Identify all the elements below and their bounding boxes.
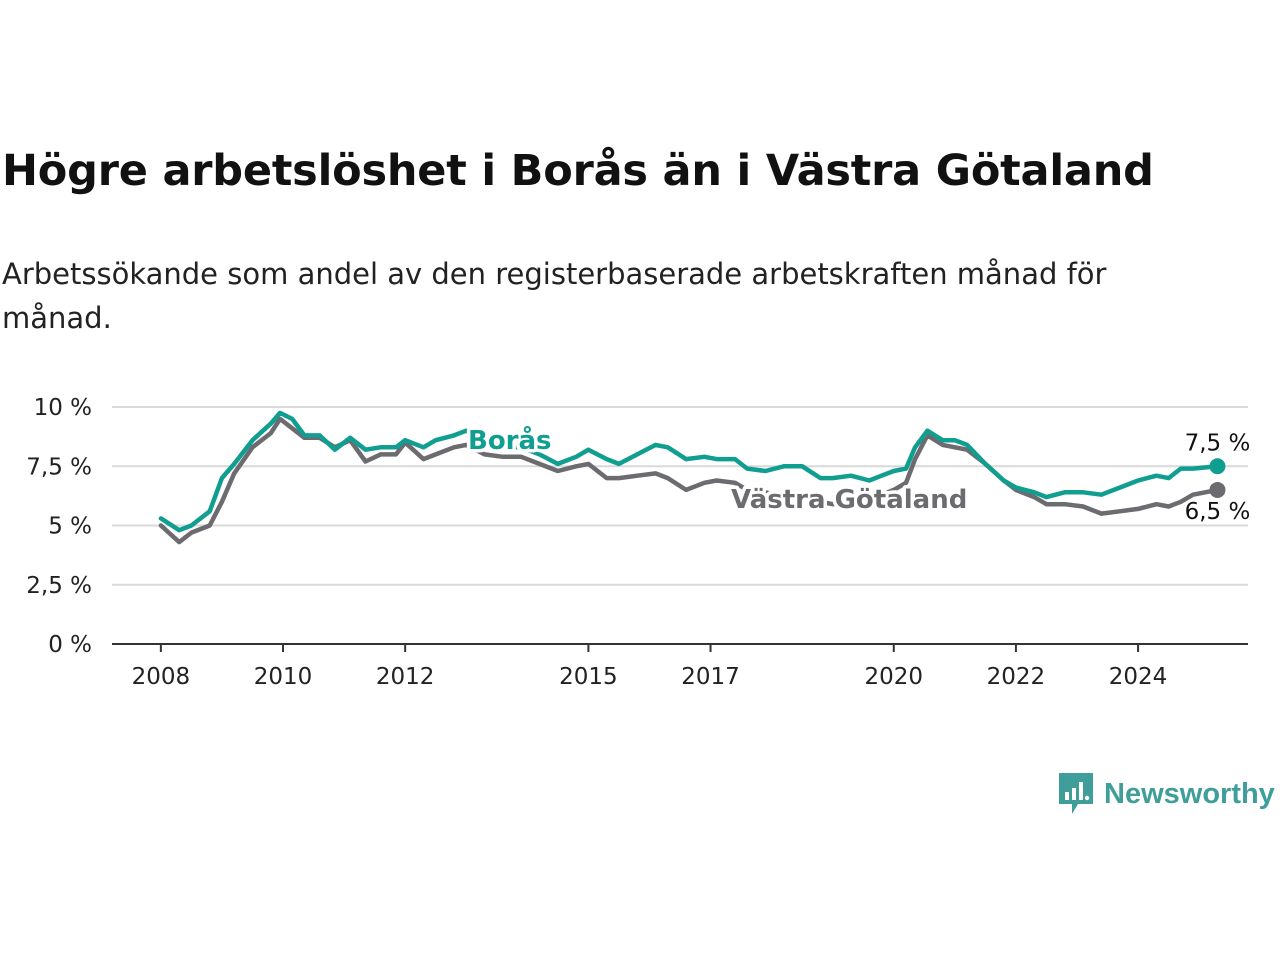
x-tick-label: 2010: [254, 664, 313, 690]
series-end-point: [1209, 458, 1226, 475]
end-label-boras: 7,5 %: [1185, 430, 1251, 456]
end-label-boras-halo: 7,5 %: [1185, 430, 1251, 456]
x-tick-label: 2024: [1109, 664, 1168, 690]
series-label-boras: Borås: [468, 424, 552, 456]
series-label-boras-halo: Borås: [468, 424, 552, 456]
x-tick-label: 2020: [864, 664, 923, 690]
chart-title: Högre arbetslöshet i Borås än i Västra G…: [2, 146, 1154, 196]
series-line-boras: [158, 410, 1220, 533]
series-lines: [158, 410, 1226, 545]
series-label-vastra-gotaland: Västra Götaland: [731, 485, 967, 515]
bar-chart-icon: [1059, 773, 1093, 814]
y-tick-label: 5 %: [48, 514, 92, 540]
series-label-vastra-gotaland-halo: Västra Götaland: [731, 485, 967, 515]
y-tick-label: 10 %: [34, 395, 92, 421]
x-tick-label: 2012: [376, 664, 435, 690]
y-tick-label: 7,5 %: [26, 454, 92, 480]
x-tick-label: 2015: [559, 664, 618, 690]
x-tick-label: 2022: [987, 664, 1046, 690]
chart-subtitle: Arbetssökande som andel av den registerb…: [2, 257, 1107, 335]
x-tick-label: 2017: [681, 664, 740, 690]
end-label-vastra-gotaland: 6,5 %: [1185, 499, 1251, 525]
series-end-point: [1209, 481, 1226, 498]
y-tick-label: 2,5 %: [26, 573, 92, 599]
gridlines: [112, 406, 1248, 586]
brand-name: Newsworthy: [1104, 777, 1275, 810]
line-chart: 0 % 2,5 % 5 % 7,5 % 10 % 2008 2010 2012 2015 2017…: [26, 395, 1254, 690]
newsworthy-logo: Newsworthy: [1058, 772, 1275, 816]
end-label-vastra-gotaland-halo: 6,5 %: [1185, 499, 1251, 525]
x-tick-label: 2008: [132, 664, 191, 690]
y-tick-label: 0 %: [48, 632, 92, 658]
axes: 0 % 2,5 % 5 % 7,5 % 10 % 2008 2010 2012 2015 2017…: [26, 395, 1248, 690]
